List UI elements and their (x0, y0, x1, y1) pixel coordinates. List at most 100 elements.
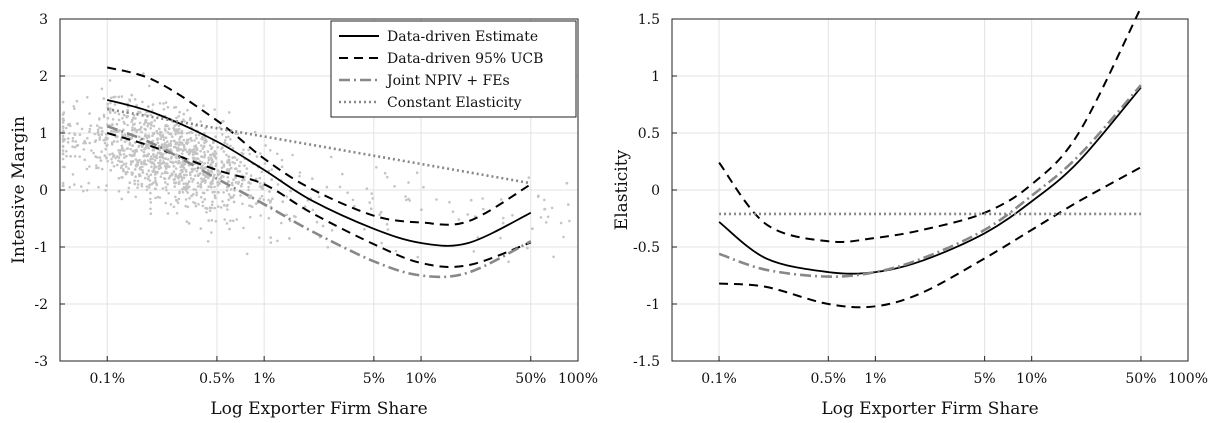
scatter-point (375, 166, 378, 169)
series-line-joint-npiv-fes (718, 84, 1142, 278)
scatter-point (78, 133, 82, 136)
x-tick-label: 0.1% (89, 371, 125, 387)
scatter-point (141, 171, 145, 174)
scatter-point (201, 135, 204, 139)
scatter-point (163, 177, 167, 181)
scatter-point (207, 185, 210, 188)
scatter-point (213, 185, 216, 189)
scatter-point (185, 141, 188, 144)
scatter-point (249, 174, 253, 177)
scatter-point (97, 166, 100, 170)
scatter-point (125, 115, 128, 118)
scatter-point (237, 182, 240, 185)
scatter-point (213, 154, 216, 157)
scatter-point (267, 198, 271, 202)
scatter-point (210, 170, 214, 174)
scatter-point (222, 163, 226, 166)
scatter-point (176, 130, 180, 134)
scatter-point (61, 137, 65, 140)
series-line-constant-elasticity (106, 107, 532, 185)
scatter-point (194, 157, 198, 160)
scatter-point (62, 129, 65, 133)
scatter-point (126, 123, 129, 127)
scatter-point (231, 183, 234, 187)
scatter-point (405, 198, 408, 202)
scatter-point (169, 132, 173, 136)
scatter-point (233, 156, 237, 159)
scatter-point (167, 127, 171, 131)
scatter-point (311, 177, 314, 180)
scatter-point (200, 166, 203, 169)
scatter-point (142, 72, 145, 75)
scatter-point (416, 255, 420, 259)
scatter-point (80, 127, 84, 131)
scatter-point (112, 140, 116, 143)
scatter-point (94, 139, 98, 142)
scatter-point (117, 129, 121, 132)
scatter-point (229, 144, 232, 148)
scatter-point (276, 183, 280, 186)
scatter-point (263, 162, 267, 165)
scatter-point (61, 181, 65, 185)
scatter-point (201, 200, 204, 204)
scatter-point (476, 236, 480, 239)
scatter-point (117, 118, 121, 122)
scatter-point (233, 189, 236, 192)
scatter-point (187, 131, 191, 135)
scatter-point (223, 139, 227, 142)
scatter-point (124, 172, 128, 176)
scatter-point (106, 116, 110, 120)
scatter-point (202, 173, 205, 177)
scatter-point (203, 155, 206, 159)
scatter-point (145, 172, 149, 176)
scatter-point (100, 150, 103, 153)
scatter-point (85, 188, 89, 192)
y-tick-label: -0.5 (633, 240, 660, 256)
scatter-point (150, 162, 154, 165)
scatter-point (162, 108, 166, 111)
scatter-point (240, 184, 243, 188)
scatter-point (148, 179, 152, 182)
scatter-point (92, 151, 95, 155)
scatter-point (166, 212, 170, 215)
scatter-point (285, 195, 289, 198)
x-tick-label: 50% (1125, 371, 1156, 387)
scatter-point (146, 124, 149, 128)
scatter-point (199, 183, 202, 187)
scatter-point (182, 176, 186, 179)
scatter-point (242, 148, 245, 152)
scatter-point (98, 156, 102, 159)
scatter-point (165, 162, 168, 165)
scatter-point (194, 134, 198, 137)
scatter-point (158, 127, 161, 131)
scatter-point (86, 136, 89, 140)
scatter-point (260, 194, 264, 198)
scatter-point (204, 179, 207, 182)
scatter-point (133, 182, 136, 186)
scatter-point (214, 152, 218, 155)
scatter-point (196, 157, 200, 160)
scatter-point (191, 153, 195, 157)
scatter-point (173, 140, 177, 143)
scatter-point (162, 160, 165, 163)
scatter-point (201, 204, 205, 208)
scatter-point (202, 178, 205, 181)
scatter-point (379, 210, 383, 214)
scatter-point (138, 135, 141, 139)
scatter-point (133, 179, 136, 182)
scatter-point (112, 95, 115, 99)
scatter-point (213, 194, 217, 197)
scatter-point (511, 214, 514, 217)
scatter-point (193, 174, 197, 177)
scatter-point (550, 206, 554, 210)
scatter-point (149, 207, 152, 211)
scatter-point (185, 131, 189, 135)
scatter-point (211, 200, 214, 204)
scatter-point (269, 236, 273, 239)
scatter-point (241, 202, 244, 206)
scatter-point (138, 158, 141, 162)
legend-entry: Joint NPIV + FEs (385, 73, 510, 89)
scatter-point (109, 101, 112, 105)
scatter-point (126, 108, 129, 112)
scatter-point (537, 194, 540, 198)
